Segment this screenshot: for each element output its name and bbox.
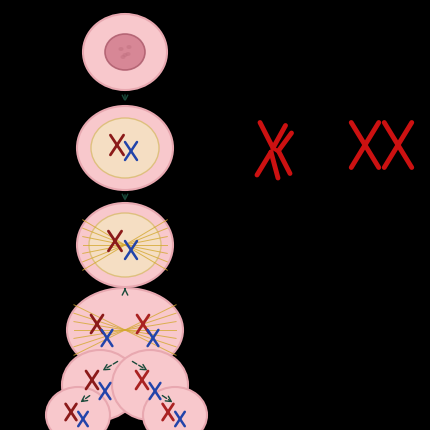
Ellipse shape <box>62 350 138 420</box>
Ellipse shape <box>77 203 173 287</box>
Ellipse shape <box>112 350 188 420</box>
Ellipse shape <box>77 106 173 190</box>
Ellipse shape <box>120 55 126 59</box>
Ellipse shape <box>143 387 207 430</box>
Ellipse shape <box>46 387 110 430</box>
Ellipse shape <box>123 53 128 57</box>
Ellipse shape <box>89 213 161 277</box>
Ellipse shape <box>83 14 167 90</box>
Ellipse shape <box>67 288 183 372</box>
Ellipse shape <box>119 47 123 51</box>
Ellipse shape <box>105 34 145 70</box>
Ellipse shape <box>126 45 132 49</box>
Ellipse shape <box>91 118 159 178</box>
Ellipse shape <box>126 52 130 56</box>
